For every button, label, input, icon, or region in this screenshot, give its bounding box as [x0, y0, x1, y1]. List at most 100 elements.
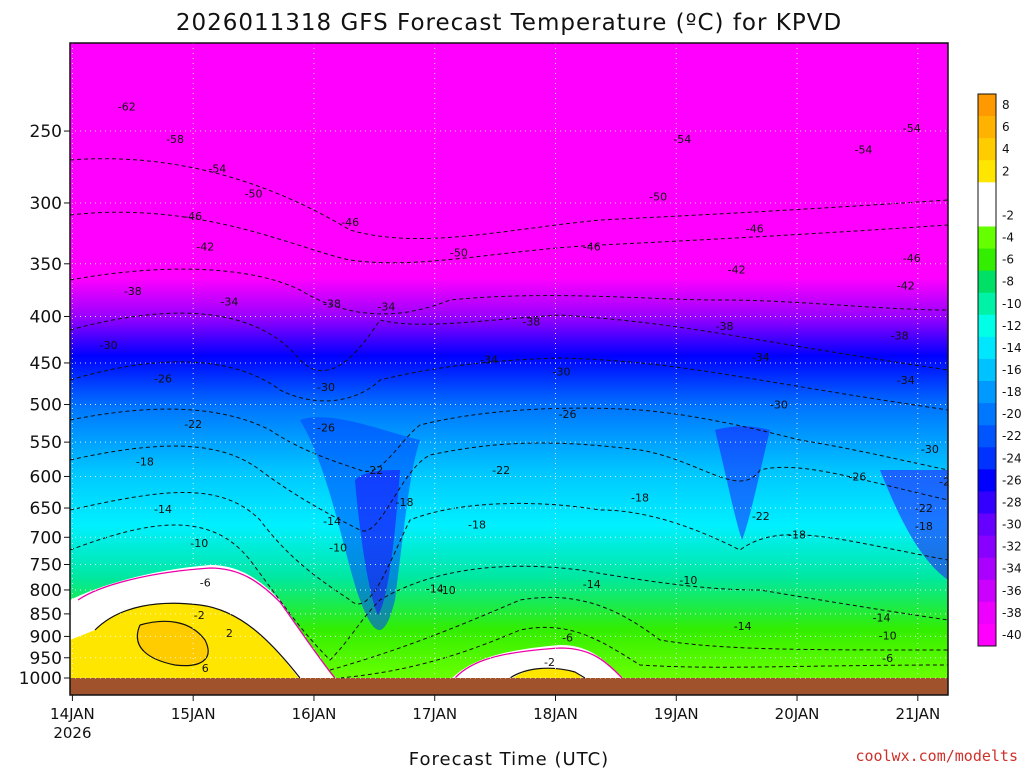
colorbar-label: -30: [1002, 518, 1022, 532]
contour-label: -22: [492, 464, 510, 477]
colorbar-swatch: [978, 94, 996, 117]
minus-two-line: [454, 647, 623, 679]
y-tick-label: 900: [30, 627, 62, 647]
contour-label: -42: [897, 280, 915, 293]
contour-label: -18: [631, 492, 649, 505]
y-tick-label: 950: [30, 649, 62, 669]
x-tick-label: 21JAN: [895, 705, 940, 723]
contour-label: -34: [220, 295, 238, 308]
contour-line: [70, 492, 948, 605]
colorbar-swatch: [978, 182, 996, 205]
colorbar-swatch: [978, 447, 996, 470]
contour-label: -34: [752, 351, 770, 364]
contour-label: -10: [329, 541, 347, 554]
contour-line: [70, 407, 948, 473]
contour-label: -2: [194, 609, 205, 622]
credit-text: coolwx.com/modelts: [855, 747, 1018, 765]
y-tick-label: 250: [30, 122, 62, 142]
y-tick-label: 500: [30, 396, 62, 416]
contour-label: -26: [317, 422, 335, 435]
colorbar-swatch: [978, 403, 996, 426]
x-tick-label: 16JAN: [292, 705, 337, 723]
colorbar-label: -2: [1002, 208, 1014, 222]
y-tick-label: 600: [30, 467, 62, 487]
contour-line: [329, 596, 948, 671]
colorbar-label: -36: [1002, 584, 1022, 598]
contour-label: -2: [544, 656, 555, 669]
warm-spot-white: [450, 645, 625, 680]
colorbar-swatch: [978, 535, 996, 559]
contour-labels: -62-58-54-50-46-42-38-34 -38 -34-46-30-26-…: [100, 101, 948, 675]
contour-label: -10: [190, 537, 208, 550]
contour-label: -14: [734, 620, 752, 633]
colorbar-swatch: [978, 381, 996, 404]
contour-label: -6: [200, 576, 211, 589]
contour-label: -18: [788, 528, 806, 541]
contour-label: -14: [426, 582, 444, 595]
contour-label: -46: [583, 241, 601, 254]
freezing-contours: [94, 602, 586, 679]
colorbar-label: -12: [1002, 319, 1022, 333]
contour-line: [70, 312, 948, 372]
contour-label: -14: [583, 578, 601, 591]
colorbar-swatch: [978, 226, 996, 250]
colorbar: 8 6 4 2 -2 -4 -6 -8 -10 -12 -14 -16 -18 -20 -22 -24 -26 -…: [977, 93, 1022, 647]
x-tick-label: 18JAN: [533, 705, 578, 723]
y-tick-label: 550: [30, 433, 62, 453]
colorbar-label: -40: [1002, 628, 1022, 642]
contour-label: -62: [118, 101, 136, 114]
minus-two-contours: [77, 567, 623, 679]
contour-label: -42: [196, 241, 214, 254]
colorbar-swatch: [978, 248, 996, 272]
colorbar-swatch: [978, 425, 996, 448]
colorbar-swatch: [978, 579, 996, 603]
minus-two-line: [77, 567, 336, 679]
contour-label: -38: [124, 285, 142, 298]
contour-label: -38: [716, 320, 734, 333]
colorbar-label: -20: [1002, 407, 1022, 421]
x-tick-label: 14JAN: [50, 705, 95, 723]
colorbar-swatch: [978, 336, 996, 360]
contour-label: -10: [879, 630, 897, 643]
colorbar-swatch: [978, 160, 996, 183]
freezing-line: [94, 602, 301, 679]
colorbar-label: -32: [1002, 540, 1022, 554]
contour-label: -14: [873, 612, 891, 625]
contour-line: [70, 357, 948, 411]
colorbar-swatch: [978, 270, 996, 294]
x-tick-label: 19JAN: [654, 705, 699, 723]
freezing-line: [136, 620, 209, 667]
colorbar-swatch: [978, 623, 996, 647]
plot-area: -62-58-54-50-46-42-38-34 -38 -34-46-30-26-…: [70, 43, 948, 695]
contour-label: -30: [553, 366, 571, 379]
y-tick-label: 650: [30, 499, 62, 519]
contour-label: -46: [903, 252, 921, 265]
contour-label: -54: [208, 163, 226, 176]
contour-label: -46: [184, 210, 202, 223]
contour-label: -34: [480, 353, 498, 366]
contour-label: -30: [317, 381, 335, 394]
contour-label: -18: [915, 520, 933, 533]
y-tick-label: 800: [30, 581, 62, 601]
colorbar-label: -8: [1002, 275, 1014, 289]
contour-label: -58: [166, 133, 184, 146]
contour-label: -54: [673, 133, 691, 146]
colorbar-label: -22: [1002, 429, 1022, 443]
colorbar-label: -4: [1002, 231, 1014, 245]
y-tick-label: 350: [30, 255, 62, 275]
y-axis: 2503003504004505005506006507007508008509…: [19, 122, 70, 689]
colorbar-label: -6: [1002, 253, 1014, 267]
cold-trough-19jan: [715, 426, 770, 540]
y-tick-label: 1000: [19, 669, 62, 689]
contour-label: -26: [848, 470, 866, 483]
colorbar-label: -16: [1002, 363, 1022, 377]
colorbar-swatch: [978, 469, 996, 492]
colorbar-label: 2: [1002, 164, 1010, 178]
colorbar-label: -34: [1002, 562, 1022, 576]
y-tick-label: 300: [30, 194, 62, 214]
y-tick-label: 750: [30, 555, 62, 575]
contour-label: -18: [136, 456, 154, 469]
contour-label: -6: [882, 652, 893, 665]
